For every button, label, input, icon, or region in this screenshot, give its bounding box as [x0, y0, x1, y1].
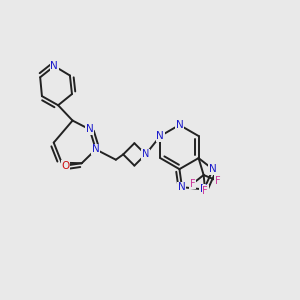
Text: F: F [215, 176, 220, 186]
Text: N: N [178, 182, 186, 192]
Text: N: N [200, 184, 208, 194]
Text: N: N [142, 149, 149, 159]
Text: N: N [50, 61, 58, 71]
Text: F: F [202, 186, 208, 196]
Text: N: N [86, 124, 94, 134]
Text: N: N [92, 144, 100, 154]
Text: F: F [190, 179, 195, 189]
Text: N: N [209, 164, 217, 174]
Text: O: O [61, 160, 70, 171]
Text: N: N [156, 131, 164, 141]
Text: N: N [176, 120, 183, 130]
